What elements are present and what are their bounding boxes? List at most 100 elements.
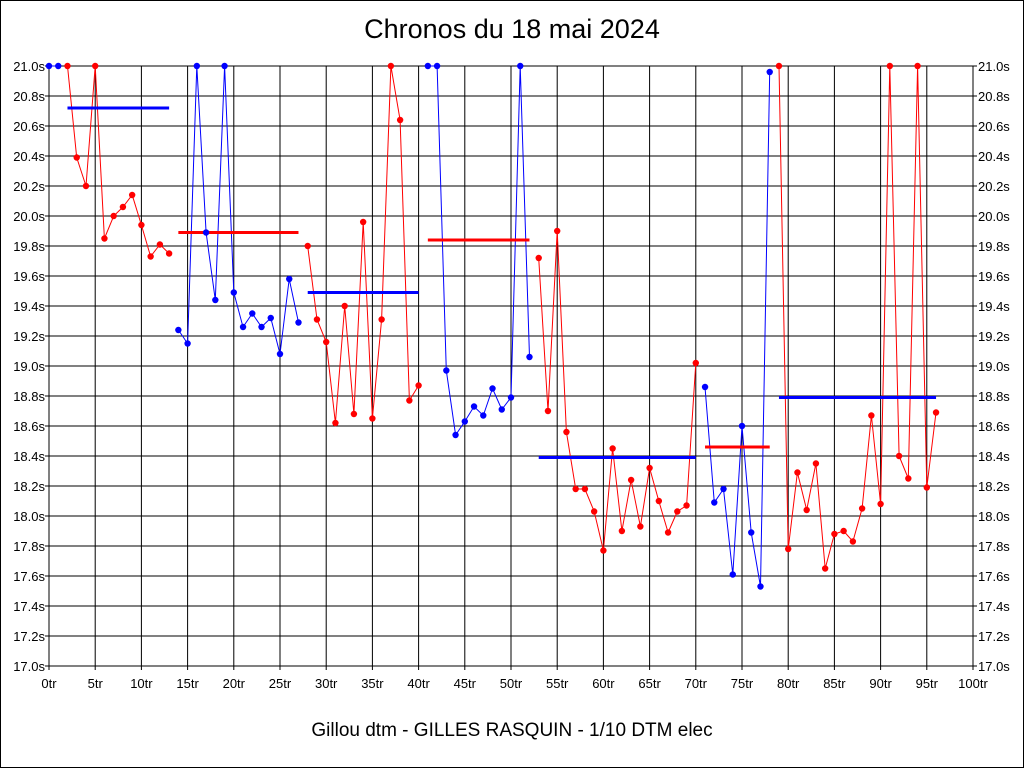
x-tick-label: 95tr	[916, 676, 939, 691]
data-point	[886, 62, 894, 70]
y-tick-label: 19.6s	[13, 269, 45, 284]
y-tick-label-right: 20.0s	[978, 209, 1010, 224]
data-point	[378, 316, 385, 323]
average-lines	[67, 106, 937, 459]
data-point	[406, 397, 413, 404]
x-axis-label: Gillou dtm - GILLES RASQUIN - 1/10 DTM e…	[311, 720, 713, 741]
y-tick-label-right: 18.6s	[978, 419, 1010, 434]
data-point	[156, 241, 164, 248]
y-tick-label-right: 20.2s	[978, 179, 1010, 194]
data-point	[877, 500, 884, 508]
data-point	[295, 319, 302, 326]
y-tick-label-right: 18.4s	[978, 449, 1010, 464]
data-point	[443, 367, 450, 374]
data-point	[803, 506, 810, 514]
x-tick-label: 60tr	[592, 676, 615, 691]
data-point	[73, 154, 80, 161]
x-tick-label: 0tr	[41, 676, 57, 691]
data-point	[258, 323, 265, 331]
x-tick-label: 5tr	[88, 676, 104, 691]
data-point	[895, 452, 903, 460]
data-point	[914, 62, 921, 70]
y-tick-label: 18.6s	[13, 419, 45, 434]
y-tick-label: 19.4s	[13, 299, 45, 314]
series-line	[67, 65, 170, 258]
y-tick-label-right: 17.2s	[978, 629, 1010, 644]
data-point	[461, 418, 468, 425]
data-point	[101, 235, 108, 242]
x-tick-label: 10tr	[130, 676, 153, 691]
y-tick-label-right: 19.0s	[978, 359, 1010, 374]
y-tick-label-right: 18.0s	[978, 509, 1010, 524]
y-tick-label-right: 17.6s	[978, 569, 1010, 584]
data-point	[517, 62, 524, 70]
y-tick-label-right: 19.6s	[978, 269, 1010, 284]
data-point	[840, 527, 847, 535]
data-point	[267, 314, 274, 322]
data-point	[119, 203, 127, 211]
y-tick-label: 17.4s	[13, 599, 45, 614]
x-tick-label: 90tr	[869, 676, 892, 691]
y-tick-label: 20.0s	[13, 209, 45, 224]
data-point	[831, 530, 838, 538]
chart-title: Chronos du 18 mai 2024	[364, 14, 660, 44]
data-point	[526, 353, 533, 361]
data-point	[396, 116, 404, 124]
y-tick-labels-left: 17.0s 17.2s 17.4s 17.6s 17.8s 18.0s 18.2s 18.4s…	[13, 59, 45, 674]
x-tick-label: 80tr	[777, 676, 800, 691]
data-point	[868, 412, 875, 419]
x-tick-label: 20tr	[223, 676, 246, 691]
data-point	[369, 415, 376, 422]
y-tick-label: 18.8s	[13, 389, 45, 404]
data-point	[64, 62, 71, 70]
y-tick-label: 21.0s	[13, 59, 45, 74]
x-tick-label: 45tr	[454, 676, 477, 691]
data-point	[600, 547, 607, 554]
y-tick-label: 18.2s	[13, 479, 45, 494]
data-point	[433, 62, 441, 70]
data-point	[359, 218, 367, 226]
x-tick-label: 65tr	[638, 676, 661, 691]
data-point	[212, 296, 219, 304]
series-line	[177, 65, 299, 355]
y-tick-label-right: 20.4s	[978, 149, 1010, 164]
data-point	[221, 62, 228, 70]
x-tick-label: 30tr	[315, 676, 338, 691]
data-point	[572, 485, 579, 493]
y-tick-label-right: 17.0s	[978, 659, 1010, 674]
data-point	[507, 394, 515, 401]
data-point	[664, 529, 672, 536]
data-point	[554, 227, 561, 235]
data-point	[55, 62, 62, 70]
data-point	[812, 460, 820, 467]
data-point	[932, 409, 940, 416]
y-tick-label: 17.8s	[13, 539, 45, 554]
data-point	[785, 545, 792, 553]
data-point	[821, 565, 829, 572]
x-tick-label: 55tr	[546, 676, 569, 691]
y-tick-label-right: 19.4s	[978, 299, 1010, 314]
y-tick-label-right: 17.4s	[978, 599, 1010, 614]
y-tick-label: 17.2s	[13, 629, 45, 644]
data-point	[905, 475, 912, 482]
series-points	[45, 62, 940, 590]
data-point	[674, 508, 681, 515]
data-point	[480, 412, 487, 419]
data-point	[655, 497, 663, 505]
x-tick-label: 70tr	[685, 676, 708, 691]
data-point	[415, 382, 422, 389]
data-point	[858, 505, 866, 512]
y-tick-label: 19.2s	[13, 329, 45, 344]
y-tick-label: 17.0s	[13, 659, 45, 674]
data-point	[202, 229, 210, 236]
data-point	[590, 508, 598, 515]
data-point	[794, 469, 801, 476]
data-point	[110, 212, 117, 220]
data-point	[470, 403, 478, 410]
data-point	[230, 289, 237, 296]
data-point	[323, 338, 330, 346]
y-tick-label-right: 17.8s	[978, 539, 1010, 554]
y-tick-label: 20.6s	[13, 119, 45, 134]
y-tick-label: 20.8s	[13, 89, 45, 104]
